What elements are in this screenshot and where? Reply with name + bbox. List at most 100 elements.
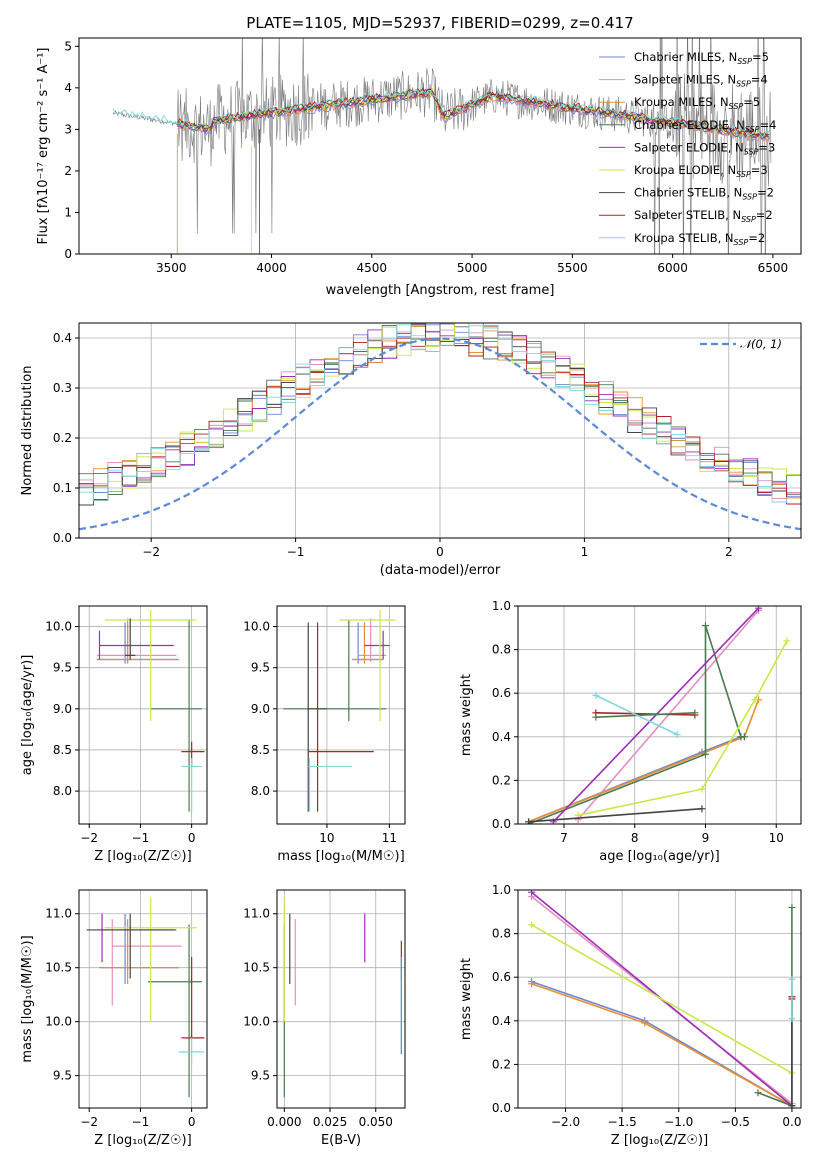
plot-area: [518, 606, 801, 824]
legend-entry-4: Salpeter ELODIE, NSSP=3: [634, 140, 775, 156]
y-tick-label: 0.4: [53, 331, 72, 345]
y-tick-label: 9.5: [53, 1069, 72, 1083]
y-tick-label: 10.5: [243, 961, 270, 975]
x-axis-label: Z [log₁₀(Z/Z☉)]: [94, 849, 191, 864]
x-axis-label: age [log₁₀(age/yr)]: [599, 849, 720, 864]
series-marker-8: [788, 975, 796, 983]
x-axis-label: wavelength [Angstrom, rest frame]: [326, 283, 555, 298]
histogram-8: [79, 324, 801, 503]
y-tick-label: 11.0: [45, 907, 72, 921]
errorbar-point-7: [181, 956, 205, 1039]
y-tick-label: 0.8: [492, 643, 511, 657]
series-marker-2: [528, 980, 536, 988]
plot-area: [518, 890, 801, 1108]
y-tick-label: 1.0: [492, 599, 511, 613]
axes-frame: [517, 889, 802, 1109]
x-tick-label: 5000: [457, 261, 488, 275]
series-marker-2: [641, 1019, 649, 1027]
x-tick-label: 10: [319, 831, 334, 845]
x-tick-label: 3500: [156, 261, 187, 275]
errorbar-point-6: [86, 913, 177, 979]
y-tick-label: 10.0: [243, 1015, 270, 1029]
model-line-7: [176, 88, 770, 139]
x-tick-label: 0.050: [359, 1115, 393, 1129]
x-tick-label: 0: [436, 545, 444, 559]
histogram-7: [79, 337, 801, 505]
series-marker-8: [788, 1015, 796, 1023]
errorbar-point-8: [181, 758, 202, 812]
y-tick-label: 2: [64, 164, 72, 178]
series-line-8: [595, 712, 695, 718]
x-tick-label: −2: [142, 545, 160, 559]
y-tick-label: 0.2: [53, 431, 72, 445]
y-tick-label: 0.3: [53, 381, 72, 395]
series-marker-6: [698, 805, 706, 813]
x-tick-label: 9: [702, 831, 710, 845]
panel-mass-vs-ebv: 0.000 0.025 0.050 9.5 10.0 10.5 11.0 E(B-V): [243, 889, 406, 1148]
model-line-8: [112, 88, 771, 138]
legend-entry-3: Chabrier ELODIE, NSSP=4: [634, 118, 776, 134]
series-marker-9: [592, 691, 600, 699]
series-marker-5: [698, 785, 706, 793]
series-line-3: [757, 907, 793, 1107]
panel-weight-vs-z: −2.0 −1.5 −1.0 −0.5 0.0 0.0 0.2 0.4 0.6 0.8 1.0 Z […: [459, 883, 802, 1148]
legend-entry-0: Chabrier MILES, NSSP=5: [634, 50, 769, 66]
axes-frame: [78, 322, 802, 539]
y-tick-label: 3: [64, 122, 72, 136]
normal-curve: [79, 337, 801, 531]
series-line-3: [528, 625, 745, 824]
legend-entry-5: Kroupa ELODIE, NSSP=3: [634, 163, 768, 179]
series-marker-6: [525, 818, 533, 824]
y-tick-label: 0.8: [492, 927, 511, 941]
panel-residuals: −2 −1 0 1 2 0.0 0.1 0.2 0.3 0.4 𝒩(0, 1) (data-model…: [20, 322, 802, 578]
series-marker-4: [528, 890, 536, 896]
x-tick-label: 0.025: [313, 1115, 347, 1129]
errorbar-point-3: [283, 619, 387, 722]
errorbar-point-8: [308, 758, 352, 812]
series-line-1: [531, 895, 793, 1105]
x-tick-label: 4500: [357, 261, 388, 275]
legend-entry-6: Chabrier STELIB, NSSP=2: [634, 186, 774, 202]
series-marker-5: [751, 696, 759, 704]
y-tick-label: 10.0: [243, 620, 270, 634]
errorbar-point-5: [339, 610, 396, 722]
x-axis-label: mass [log₁₀(M/M☉)]: [277, 849, 404, 864]
legend-entry-8: Kroupa STELIB, NSSP=2: [634, 231, 765, 247]
plot-area: [79, 890, 207, 1108]
series-marker-3: [788, 903, 796, 911]
errorbar-point-2: [351, 622, 384, 664]
axes-frame: [276, 889, 406, 1109]
y-tick-label: 8.5: [53, 743, 72, 757]
series-marker-6: [788, 1102, 796, 1108]
plot-area: [112, 38, 772, 254]
series-marker-3: [701, 622, 709, 630]
errorbar-point-2: [99, 622, 179, 664]
y-tick-label: 10.0: [45, 1015, 72, 1029]
legend-entry-7: Salpeter STELIB, NSSP=2: [634, 208, 773, 224]
legend-entry: 𝒩(0, 1): [740, 337, 782, 351]
panel-age-vs-mass: 10 11 8.0 8.5 9.0 9.5 10.0 mass [log₁₀(M/M☉)]: [243, 605, 406, 864]
y-tick-label: 0.4: [492, 730, 511, 744]
y-tick-label: 0.2: [492, 1057, 511, 1071]
errorbar-point-4: [364, 630, 390, 660]
y-tick-label: 9.5: [251, 661, 270, 675]
errorbar-point-5: [104, 610, 197, 722]
y-tick-label: 9.5: [53, 661, 72, 675]
errorbar-point-3: [150, 619, 202, 812]
series-marker-3: [754, 1089, 762, 1097]
panel-spectrum: 3500 4000 4500 5000 5500 6000 6500 0 1 2 3 4 5 PLATE=…: [36, 14, 802, 298]
errorbar-point-0: [351, 622, 384, 664]
histogram-4: [79, 323, 801, 498]
errorbar-point-6: [125, 618, 136, 660]
x-tick-label: 8: [631, 831, 639, 845]
y-tick-label: 0.0: [53, 531, 72, 545]
errorbar-point-7: [181, 741, 205, 767]
x-tick-label: 5500: [557, 261, 588, 275]
x-tick-label: 0: [188, 831, 196, 845]
y-tick-label: 0.2: [492, 773, 511, 787]
series-marker-4: [755, 606, 763, 612]
y-axis-label: Normed distribution: [20, 366, 35, 496]
legend: Chabrier MILES, NSSP=5 Salpeter MILES, NS…: [599, 50, 776, 247]
y-axis-label: mass [log₁₀(M/M☉)]: [20, 935, 35, 1062]
series-line-5: [577, 640, 788, 817]
